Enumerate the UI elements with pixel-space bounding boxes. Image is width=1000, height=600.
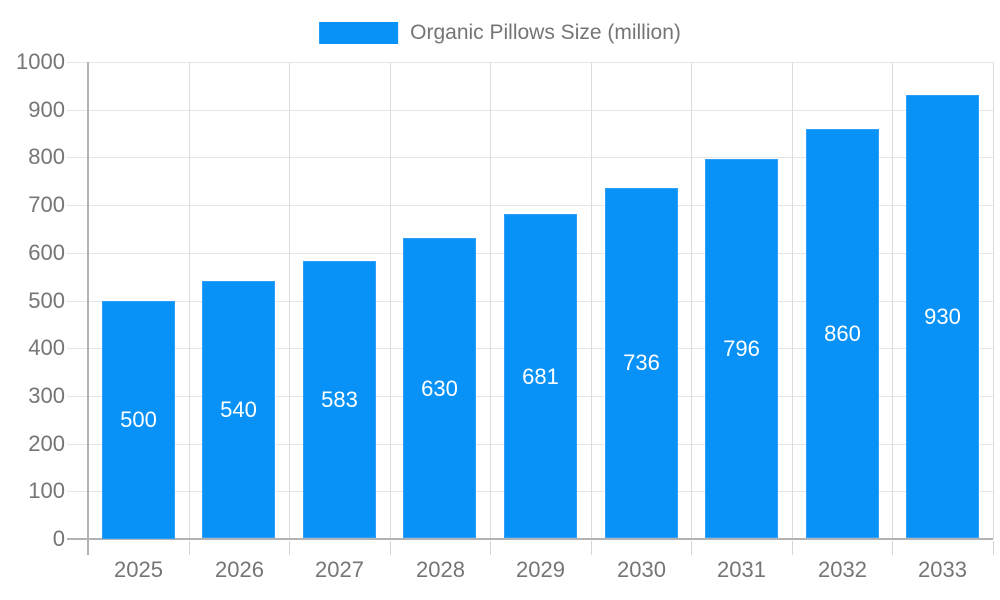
bar[interactable] [906,95,979,538]
y-axis-tick [67,253,88,254]
bar[interactable] [202,281,275,538]
y-axis-label: 0 [52,526,65,551]
legend-label: Organic Pillows Size (million) [410,21,681,44]
gridline-x [691,62,692,539]
y-axis-label: 900 [28,97,65,122]
gridline-y [88,205,993,206]
bar[interactable] [403,238,476,538]
gridline-y [88,157,993,158]
x-axis-tick [490,541,491,555]
bar[interactable] [605,188,678,538]
x-axis-label: 2027 [315,557,364,582]
bar-value-label: 736 [623,350,660,375]
x-axis-tick [792,541,793,555]
bar-value-label: 681 [522,364,559,389]
x-axis-label: 2031 [717,557,766,582]
x-axis-tick [390,541,391,555]
y-axis-tick [67,491,88,492]
x-axis-tick [189,541,190,555]
bar-value-label: 860 [824,321,861,346]
bar-value-label: 630 [421,376,458,401]
x-axis-label: 2026 [215,557,264,582]
bar-value-label: 796 [723,336,760,361]
gridline-x [289,62,290,539]
y-axis-label: 500 [28,288,65,313]
x-axis-label: 2029 [516,557,565,582]
y-axis-label: 1000 [16,49,65,74]
y-axis-line [87,62,89,555]
y-axis-tick [67,62,88,63]
x-axis-tick [591,541,592,555]
gridline-x [892,62,893,539]
y-axis-tick [67,110,88,111]
y-axis-tick [67,205,88,206]
gridline-y [88,62,993,63]
bar-value-label: 500 [120,407,157,432]
y-axis-label: 700 [28,192,65,217]
y-axis-label: 200 [28,431,65,456]
y-axis-tick [67,396,88,397]
x-axis-label: 2030 [617,557,666,582]
x-axis-tick [993,541,994,555]
x-axis-label: 2028 [416,557,465,582]
x-axis-tick [892,541,893,555]
bar[interactable] [504,214,577,538]
gridline-x [591,62,592,539]
y-axis-label: 100 [28,478,65,503]
gridline-x [993,62,994,539]
bar-value-label: 930 [924,304,961,329]
bar-value-label: 583 [321,387,358,412]
x-axis-label: 2032 [818,557,867,582]
y-axis-label: 400 [28,335,65,360]
x-axis-line [67,538,993,540]
bar-value-label: 540 [220,397,257,422]
y-axis-label: 600 [28,240,65,265]
legend-swatch [319,22,399,44]
x-axis-label: 2025 [114,557,163,582]
y-axis-label: 300 [28,383,65,408]
gridline-x [390,62,391,539]
y-axis-tick [67,444,88,445]
x-axis-tick [289,541,290,555]
legend[interactable]: Organic Pillows Size (million) [319,22,681,44]
bar[interactable] [806,129,879,538]
bar[interactable] [303,261,376,538]
y-axis-tick [67,157,88,158]
gridline-y [88,110,993,111]
gridline-x [792,62,793,539]
y-axis-tick [67,301,88,302]
y-axis-tick [67,348,88,349]
bar[interactable] [705,159,778,538]
y-axis-label: 800 [28,144,65,169]
x-axis-tick [691,541,692,555]
x-axis-label: 2033 [918,557,967,582]
bar[interactable] [102,301,175,539]
gridline-x [490,62,491,539]
gridline-x [189,62,190,539]
